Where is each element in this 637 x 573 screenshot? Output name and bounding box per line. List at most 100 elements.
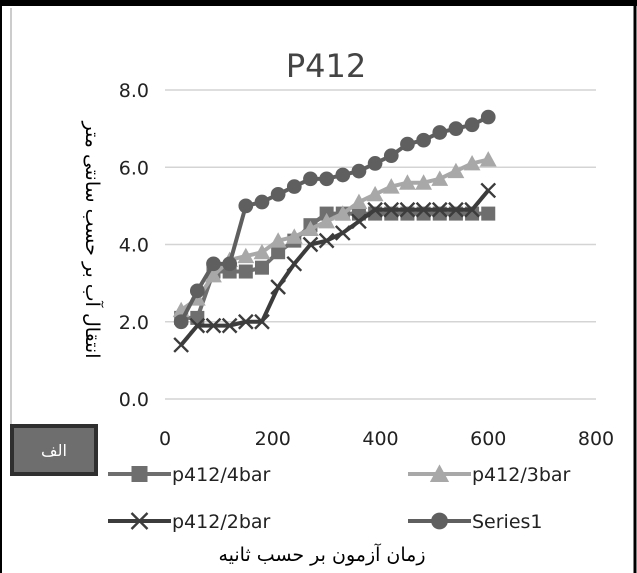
- data-point-triangle: [318, 212, 336, 229]
- data-point-square: [131, 466, 148, 482]
- data-point-triangle: [447, 162, 465, 179]
- y-tick-label: 8.0: [119, 80, 149, 102]
- series-p412-2bar: [173, 182, 497, 353]
- data-point-triangle: [382, 178, 400, 194]
- x-marker-stroke: [318, 232, 335, 249]
- data-point-triangle: [429, 464, 450, 482]
- data-point-circle: [431, 512, 448, 530]
- data-point-circle: [448, 121, 464, 136]
- data-point-x: [130, 512, 149, 530]
- data-point-x: [334, 225, 351, 241]
- x-axis-label: زمان آزمون بر حسب ثانیه: [218, 542, 425, 566]
- x-tick-label: 0: [159, 428, 171, 450]
- data-point-circle: [189, 283, 205, 299]
- data-point-circle: [303, 171, 318, 187]
- chart-title: P412: [286, 47, 366, 85]
- legend-item: p412/4bar: [108, 464, 271, 486]
- y-tick-labels: 0.0 2.0 4.0 6.0 8.0: [119, 80, 149, 411]
- data-point-x: [254, 313, 270, 330]
- data-point-circle: [206, 256, 221, 272]
- x-marker-stroke: [383, 201, 400, 218]
- x-marker-stroke: [205, 317, 222, 334]
- data-point-triangle: [479, 151, 497, 167]
- data-point-triangle: [269, 232, 287, 248]
- x-tick-labels: 0 200 400 600 800: [159, 428, 614, 450]
- data-point-x: [318, 232, 335, 249]
- data-point-triangle: [237, 247, 255, 264]
- x-marker-stroke: [464, 201, 480, 218]
- data-point-x: [237, 313, 254, 330]
- y-tick-label: 0.0: [119, 389, 149, 411]
- x-marker-stroke: [189, 317, 206, 334]
- data-point-x: [399, 201, 416, 218]
- data-point-x: [189, 317, 206, 334]
- data-point-circle: [319, 171, 334, 187]
- x-tick-label: 800: [578, 428, 614, 450]
- data-point-x: [448, 201, 464, 218]
- x-marker-stroke: [367, 201, 383, 218]
- x-marker-stroke: [254, 313, 270, 330]
- data-point-circle: [351, 163, 367, 179]
- data-point-triangle: [415, 174, 432, 190]
- data-point-triangle: [285, 228, 303, 244]
- x-tick-label: 400: [362, 428, 398, 450]
- data-point-x: [464, 201, 480, 218]
- series-line: [179, 189, 490, 347]
- data-point-square: [190, 310, 205, 325]
- data-point-x: [286, 255, 303, 272]
- legend-item: p412/2bar: [108, 511, 271, 533]
- x-marker-stroke: [431, 201, 448, 218]
- data-point-triangle: [399, 174, 416, 190]
- data-point-circle: [222, 256, 237, 272]
- data-point-x: [205, 317, 222, 334]
- data-point-circle: [400, 136, 415, 152]
- data-point-circle: [367, 156, 383, 171]
- legend-item: Series1: [408, 511, 543, 533]
- x-tick-label: 600: [470, 428, 506, 450]
- x-marker-stroke: [221, 317, 238, 334]
- data-point-x: [302, 236, 319, 253]
- data-point-circle: [416, 132, 431, 148]
- data-point-circle: [464, 117, 480, 133]
- y-tick-label: 6.0: [119, 157, 149, 179]
- data-point-x: [221, 317, 238, 334]
- data-point-triangle: [366, 185, 384, 202]
- data-point-circle: [480, 109, 496, 125]
- data-point-square: [271, 245, 286, 260]
- data-point-circle: [270, 186, 286, 202]
- data-point-circle: [432, 125, 448, 140]
- x-marker-stroke: [448, 201, 464, 218]
- x-marker-stroke: [399, 201, 416, 218]
- data-point-triangle: [350, 193, 368, 210]
- x-marker-stroke: [237, 313, 254, 330]
- data-point-x: [367, 201, 383, 218]
- data-point-x: [173, 337, 190, 353]
- legend-label: p412/4bar: [172, 464, 271, 486]
- x-tick-label: 200: [255, 428, 291, 450]
- data-point-circle: [238, 198, 254, 214]
- y-axis-label: انتقال آب بر حسب سانتی متر: [81, 121, 105, 359]
- data-point-circle: [335, 167, 351, 183]
- x-marker-stroke: [351, 213, 367, 230]
- x-marker-stroke: [480, 182, 497, 199]
- x-marker-stroke: [173, 337, 190, 353]
- x-marker-stroke: [130, 512, 149, 530]
- panel-label-badge: الف: [10, 424, 98, 476]
- legend-item: p412/3bar: [408, 464, 571, 486]
- legend-label: Series1: [472, 511, 543, 533]
- data-point-circle: [254, 194, 270, 210]
- data-point-square: [481, 206, 496, 221]
- data-point-x: [383, 201, 400, 218]
- series-group: [172, 109, 497, 353]
- data-point-triangle: [334, 205, 352, 221]
- data-point-circle: [383, 148, 399, 164]
- data-point-x: [480, 182, 497, 199]
- data-point-circle: [173, 314, 189, 330]
- data-point-square: [238, 264, 253, 279]
- x-marker-stroke: [334, 225, 351, 241]
- legend-label: p412/2bar: [172, 511, 271, 533]
- data-point-triangle: [253, 243, 271, 260]
- data-point-triangle: [431, 170, 449, 186]
